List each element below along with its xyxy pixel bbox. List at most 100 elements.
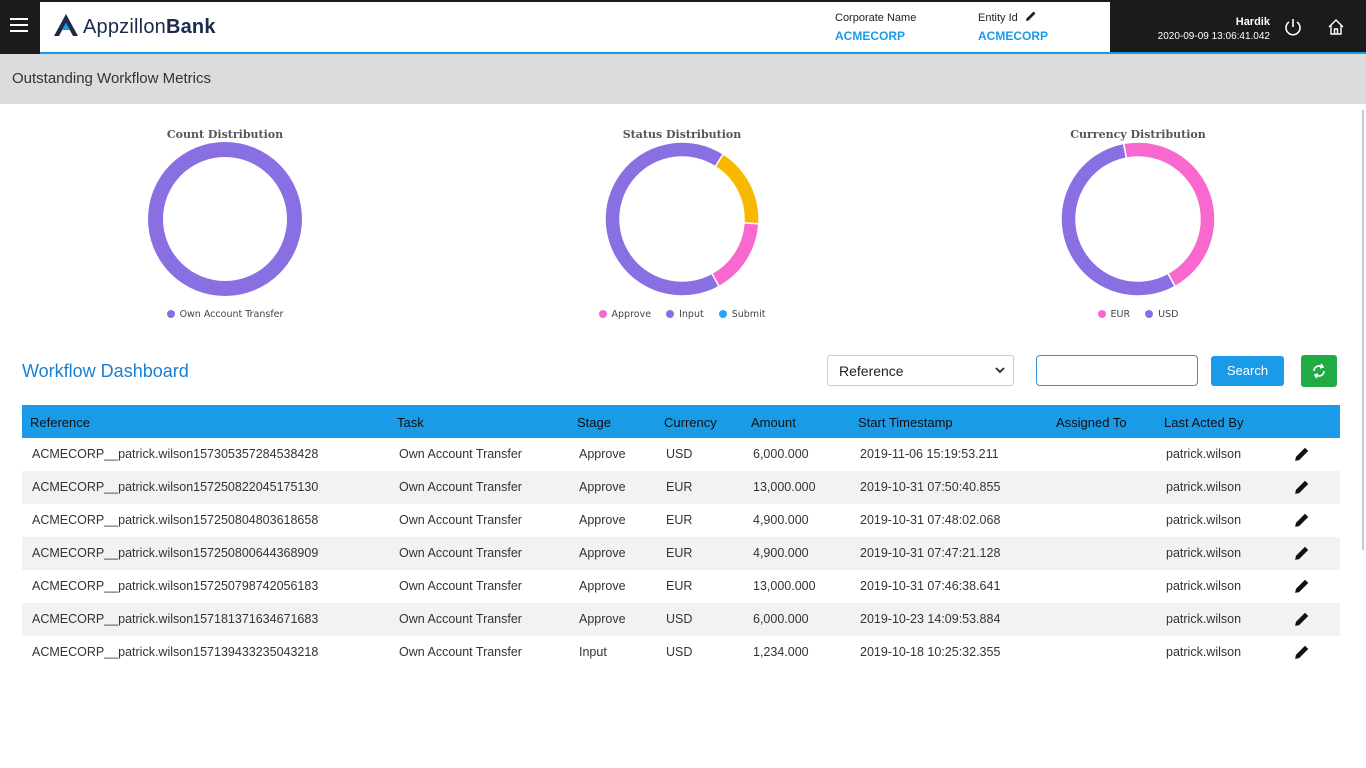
legend-item-approve[interactable]: Approve	[598, 309, 651, 320]
cell-currency: EUR	[666, 480, 693, 494]
page-title: Outstanding Workflow Metrics	[12, 70, 211, 87]
legend-item-eur[interactable]: EUR	[1097, 309, 1130, 320]
column-header-stage[interactable]: Stage	[577, 415, 611, 430]
cell-currency: EUR	[666, 546, 693, 560]
status-donut	[605, 142, 759, 296]
column-header-assigned-to[interactable]: Assigned To	[1056, 415, 1127, 430]
cell-amount: 6,000.000	[753, 612, 809, 626]
cell-stage: Approve	[579, 579, 626, 593]
donut-slice-usd[interactable]	[1061, 142, 1177, 296]
cell-stage: Approve	[579, 546, 626, 560]
edit-entity-icon[interactable]	[1025, 10, 1037, 22]
refresh-icon	[1313, 363, 1325, 379]
scrollbar[interactable]	[1362, 110, 1364, 550]
cell-start-timestamp: 2019-10-31 07:48:02.068	[860, 513, 1001, 527]
cell-reference: ACMECORP__patrick.wilson1572508220451751…	[32, 480, 319, 494]
brand-name-bold: Bank	[165, 16, 216, 38]
edit-icon[interactable]	[1294, 545, 1310, 561]
search-field-select[interactable]: Reference	[827, 355, 1014, 386]
donut-slice-eur[interactable]	[1122, 142, 1215, 288]
donut-slice-submit[interactable]	[710, 222, 759, 288]
column-header-reference[interactable]: Reference	[30, 415, 90, 430]
cell-last-acted-by: patrick.wilson	[1166, 645, 1242, 659]
search-button[interactable]: Search	[1211, 356, 1284, 386]
column-header-amount[interactable]: Amount	[751, 415, 796, 430]
cell-task: Own Account Transfer	[399, 612, 522, 626]
cell-amount: 4,900.000	[753, 513, 809, 527]
legend-item-submit[interactable]: Submit	[718, 309, 766, 320]
page-header: Outstanding Workflow Metrics	[0, 54, 1366, 104]
cell-task: Own Account Transfer	[399, 480, 522, 494]
entity-id-value: ACMECORP	[978, 29, 1049, 43]
cell-amount: 13,000.000	[753, 579, 816, 593]
cell-stage: Approve	[579, 612, 626, 626]
refresh-button[interactable]	[1301, 355, 1337, 387]
user-name: Hardik	[1235, 16, 1270, 28]
table-row[interactable]: ACMECORP__patrick.wilson1572508220451751…	[22, 471, 1340, 504]
cell-reference: ACMECORP__patrick.wilson1571813716346716…	[32, 612, 319, 626]
legend-pie-icon	[1145, 310, 1154, 318]
edit-icon[interactable]	[1294, 578, 1310, 594]
legend-item-usd[interactable]: USD	[1145, 309, 1178, 320]
donut-slice-own-account-transfer[interactable]	[148, 142, 302, 296]
chart-legend: EUR USD	[988, 309, 1288, 320]
edit-icon[interactable]	[1294, 479, 1310, 495]
chart-legend: Approve Input Submit	[532, 309, 832, 320]
cell-last-acted-by: patrick.wilson	[1166, 612, 1242, 626]
table-row[interactable]: ACMECORP__patrick.wilson1571394332350432…	[22, 636, 1340, 669]
logo-icon	[54, 14, 78, 36]
legend-pie-icon	[598, 310, 607, 318]
cell-start-timestamp: 2019-11-06 15:19:53.211	[860, 447, 999, 461]
donut-slice-approve[interactable]	[605, 142, 725, 296]
table-header: Reference Task Stage Currency Amount Sta…	[22, 405, 1340, 438]
edit-icon[interactable]	[1294, 611, 1310, 627]
legend-label: Submit	[731, 309, 766, 320]
session-timestamp: 2020-09-09 13:06:41.042	[1157, 31, 1270, 42]
dashboard-title: Workflow Dashboard	[22, 361, 189, 381]
currency-distribution-chart: Currency Distribution EUR USD	[988, 128, 1288, 328]
power-icon[interactable]	[1283, 17, 1303, 37]
cell-task: Own Account Transfer	[399, 447, 522, 461]
legend-label: Input	[679, 309, 704, 320]
column-header-start-timestamp[interactable]: Start Timestamp	[858, 415, 953, 430]
status-distribution-chart: Status Distribution Approve Input Submit	[532, 128, 832, 328]
chart-legend: Own Account Transfer	[75, 309, 375, 320]
edit-icon[interactable]	[1294, 512, 1310, 528]
edit-icon[interactable]	[1294, 644, 1310, 660]
cell-start-timestamp: 2019-10-31 07:46:38.641	[860, 579, 1001, 593]
cell-start-timestamp: 2019-10-23 14:09:53.884	[860, 612, 1001, 626]
menu-icon[interactable]	[10, 18, 28, 32]
cell-start-timestamp: 2019-10-31 07:50:40.855	[860, 480, 1001, 494]
home-icon[interactable]	[1326, 17, 1346, 37]
chart-title: Status Distribution	[622, 128, 742, 141]
workflow-table: Reference Task Stage Currency Amount Sta…	[22, 405, 1340, 669]
search-input[interactable]	[1036, 355, 1198, 386]
cell-reference: ACMECORP__patrick.wilson1573053572845384…	[32, 447, 319, 461]
cell-amount: 13,000.000	[753, 480, 816, 494]
cell-start-timestamp: 2019-10-31 07:47:21.128	[860, 546, 1001, 560]
select-value: Reference	[839, 363, 904, 379]
count-distribution-chart: Count Distribution Own Account Transfer	[75, 128, 375, 328]
cell-last-acted-by: patrick.wilson	[1166, 546, 1242, 560]
cell-currency: EUR	[666, 513, 693, 527]
cell-amount: 1,234.000	[753, 645, 809, 659]
header-accent-line	[40, 52, 1366, 54]
table-row[interactable]: ACMECORP__patrick.wilson1571813716346716…	[22, 603, 1340, 636]
column-header-task[interactable]: Task	[397, 415, 424, 430]
donut-slice-input[interactable]	[714, 152, 759, 225]
table-row[interactable]: ACMECORP__patrick.wilson1572508006443689…	[22, 537, 1340, 570]
legend-item-own-account-transfer[interactable]: Own Account Transfer	[166, 309, 283, 320]
cell-start-timestamp: 2019-10-18 10:25:32.355	[860, 645, 1001, 659]
cell-currency: USD	[666, 447, 693, 461]
table-row[interactable]: ACMECORP__patrick.wilson1573053572845384…	[22, 438, 1340, 471]
table-row[interactable]: ACMECORP__patrick.wilson1572507987420561…	[22, 570, 1340, 603]
cell-task: Own Account Transfer	[399, 579, 522, 593]
cell-reference: ACMECORP__patrick.wilson1571394332350432…	[32, 645, 319, 659]
edit-icon[interactable]	[1294, 446, 1310, 462]
column-header-last-acted-by[interactable]: Last Acted By	[1164, 415, 1244, 430]
cell-reference: ACMECORP__patrick.wilson1572508048036186…	[32, 513, 319, 527]
column-header-currency[interactable]: Currency	[664, 415, 717, 430]
cell-currency: USD	[666, 645, 693, 659]
table-row[interactable]: ACMECORP__patrick.wilson1572508048036186…	[22, 504, 1340, 537]
legend-item-input[interactable]: Input	[666, 309, 704, 320]
